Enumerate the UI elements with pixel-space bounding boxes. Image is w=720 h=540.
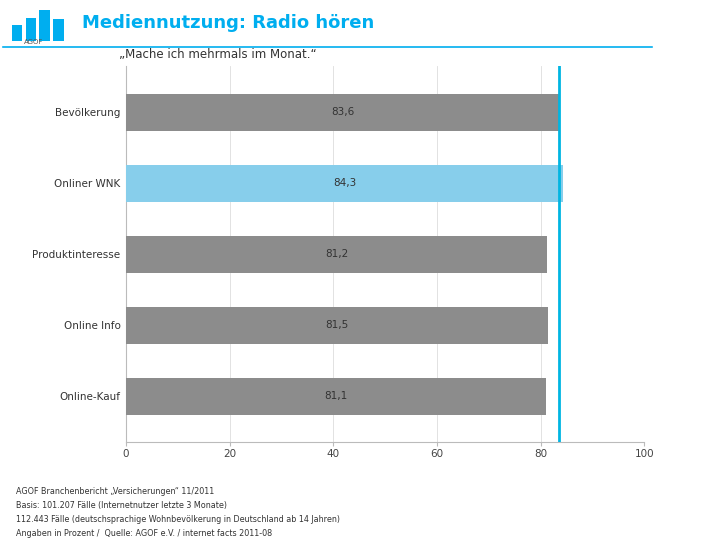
- Text: 81,1: 81,1: [325, 391, 348, 401]
- Text: 112.443 Fälle (deutschsprachige Wohnbevölkerung in Deutschland ab 14 Jahren): 112.443 Fälle (deutschsprachige Wohnbevö…: [17, 515, 341, 524]
- Bar: [53, 19, 63, 41]
- Text: 84,3: 84,3: [333, 178, 356, 188]
- Text: AGOF Branchenbericht „Versicherungen“ 11/2011: AGOF Branchenbericht „Versicherungen“ 11…: [17, 487, 215, 496]
- Text: Angaben in Prozent /  Quelle: AGOF e.V. / internet facts 2011-08: Angaben in Prozent / Quelle: AGOF e.V. /…: [17, 529, 272, 538]
- Bar: [25, 18, 36, 41]
- Text: 81,2: 81,2: [325, 249, 348, 259]
- Bar: [12, 25, 22, 41]
- Bar: [126, 307, 549, 343]
- Text: AGOF: AGOF: [24, 39, 43, 45]
- Text: Mediennutzung: Radio hören: Mediennutzung: Radio hören: [82, 14, 374, 32]
- Bar: [40, 10, 50, 41]
- Bar: [126, 377, 546, 415]
- Text: Seite 76: Seite 76: [663, 497, 712, 507]
- Text: „Mache ich mehrmals im Monat.“: „Mache ich mehrmals im Monat.“: [119, 48, 316, 61]
- Text: Basis: 101.207 Fälle (Internetnutzer letzte 3 Monate): Basis: 101.207 Fälle (Internetnutzer let…: [17, 501, 228, 510]
- Text: 83,6: 83,6: [331, 107, 354, 117]
- Text: 81,5: 81,5: [325, 320, 348, 330]
- Bar: [126, 94, 559, 131]
- Bar: [126, 236, 546, 273]
- Bar: [126, 165, 563, 202]
